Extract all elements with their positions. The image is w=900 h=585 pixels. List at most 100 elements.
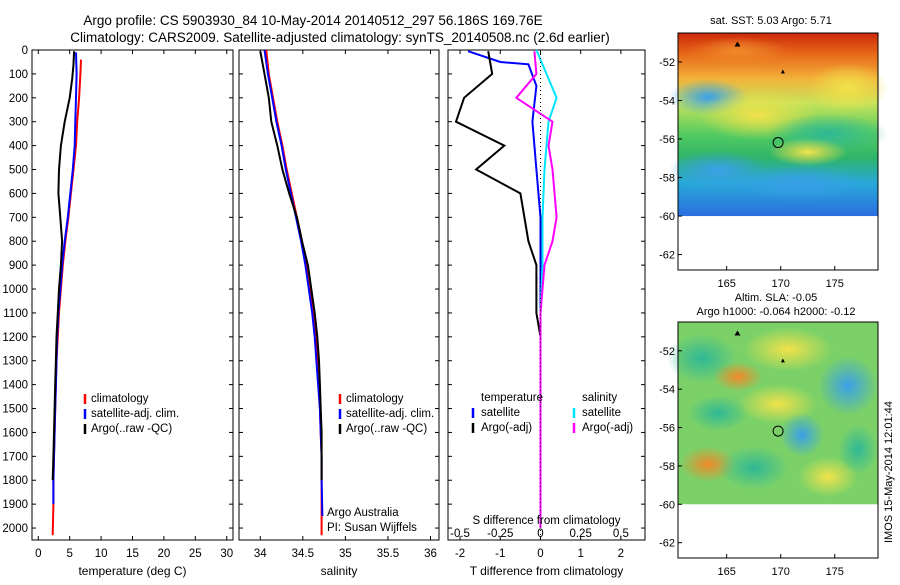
x-tick-label: 1 [577,548,583,560]
y-tick-label: 700 [9,212,28,224]
legend-label: Argo(..raw -QC) [91,423,172,435]
annotation-line: Argo Australia [327,507,399,519]
track-marker [734,330,741,336]
map-frame [677,32,879,271]
sla-map: -52 -54 -56 -58 -60 -62 165 170 175 [659,321,879,578]
y-tick-label: 0 [22,45,28,57]
x2-tick-label: 0 [537,528,543,540]
sst-texture [768,137,848,166]
temperature-profile-panel: 0100200300400500600700800900100011001200… [2,45,234,578]
legend-label: satellite-adj. clim. [346,408,434,420]
y-tick-label: 1500 [2,404,28,416]
map-frame [677,321,879,559]
y-tick-label: 1800 [2,475,28,487]
float-position-marker [772,137,784,149]
map-y-tick-label: -54 [659,95,675,107]
map-y-tick-label: -56 [659,423,675,435]
map-x-tick-label: 175 [826,278,844,290]
x2-tick-label: -0.25 [487,528,513,540]
float-position-marker [772,425,784,437]
sst-texture [688,36,788,67]
map-y-tick-label: -54 [659,384,675,396]
sst-texture [728,165,868,202]
legend-label: satellite [481,407,520,419]
sla-texture [818,355,878,416]
sla-texture [713,361,763,392]
y-tick-label: 200 [9,93,28,105]
x2-tick-label: 0.5 [613,528,629,540]
series-line [51,51,76,481]
map-y-tick-label: -58 [659,173,675,185]
x-tick-label: 5 [66,548,72,560]
x-axis-label: T difference from climatology [470,564,624,578]
x-tick-label: 20 [158,548,171,560]
x2-tick-label: -0.5 [450,528,470,540]
legend-label: Argo(-adj) [481,422,532,434]
map-y-tick-label: -62 [659,538,675,550]
sst-map-title: sat. SST: 5.03 Argo: 5.71 [710,15,832,27]
sla-texture [688,395,748,432]
y-tick-label: 1900 [2,499,28,511]
y-tick-label: 400 [9,141,28,153]
y-tick-label: 1400 [2,380,28,392]
x-tick-label: -1 [495,548,505,560]
y-tick-label: 1000 [2,284,28,296]
plot-frame [447,49,646,541]
annotation-line: PI: Susan Wijffels [327,522,417,534]
sla-texture [743,327,833,372]
sla-texture [780,413,824,458]
x-axis-label: salinity [321,564,358,578]
legend-label: Argo(..raw -QC) [346,423,427,435]
legend-label: Argo(-adj) [582,422,633,434]
difference-profile-panel: -2 -1 0 1 2 T difference from climatology S di… [447,49,646,578]
map-x-tick-label: 170 [772,278,790,290]
salinity-profile-panel: 34 34.5 35 35.5 36 salinity climatology satelli… [238,49,440,578]
series-line [514,51,558,528]
y-tick-label: 1200 [2,332,28,344]
y-tick-label: 500 [9,165,28,177]
y-tick-label: 1100 [3,308,28,320]
sla-texture [798,456,858,497]
track-marker [780,69,785,74]
map-y-tick-label: -62 [659,250,675,262]
map-x-tick-label: 175 [826,566,844,578]
y-tick-label: 2000 [2,523,28,535]
y-tick-label: 300 [9,117,28,129]
y-tick-label: 800 [9,236,28,248]
sla-texture [838,424,878,475]
map-x-tick-label: 165 [717,278,735,290]
y-tick-label: 1300 [2,356,28,368]
sla-map-subtitle: Argo h1000: -0.064 h2000: -0.12 [696,306,855,318]
x-tick-label: 0 [35,548,41,560]
legend-title: temperature [481,392,543,404]
map-y-tick-label: -58 [659,461,675,473]
x-tick-label: 35.5 [377,548,399,560]
series-line [259,51,323,481]
x-axis-label-secondary: S difference from climatology [472,515,620,527]
map-y-tick-label: -52 [659,57,675,69]
track-marker [780,358,785,363]
x-axis-label: temperature (deg C) [78,564,186,578]
legend-label: satellite-adj. clim. [91,408,179,420]
track-marker [734,41,741,47]
x-tick-label: -2 [455,548,465,560]
sla-map-title: Altim. SLA: -0.05 [735,292,818,304]
y-tick-label: 900 [9,260,28,272]
x-tick-label: 30 [220,548,233,560]
x-tick-label: 15 [126,548,139,560]
map-y-tick-label: -56 [659,134,675,146]
legend-label: climatology [346,393,404,405]
map-y-tick-label: -60 [659,499,675,511]
y-tick-label: 600 [9,188,28,200]
sla-texture [719,445,789,490]
x-tick-label: 34 [254,548,267,560]
map-y-tick-label: -60 [659,211,675,223]
sst-map: -52 -54 -56 -58 -60 -62 165 170 175 [659,32,888,290]
figure-title-line2: Climatology: CARS2009. Satellite-adjuste… [70,30,610,45]
plot-frame [238,49,440,541]
legend-title: salinity [582,392,617,404]
x-tick-label: 2 [618,548,624,560]
x-tick-label: 25 [189,548,202,560]
